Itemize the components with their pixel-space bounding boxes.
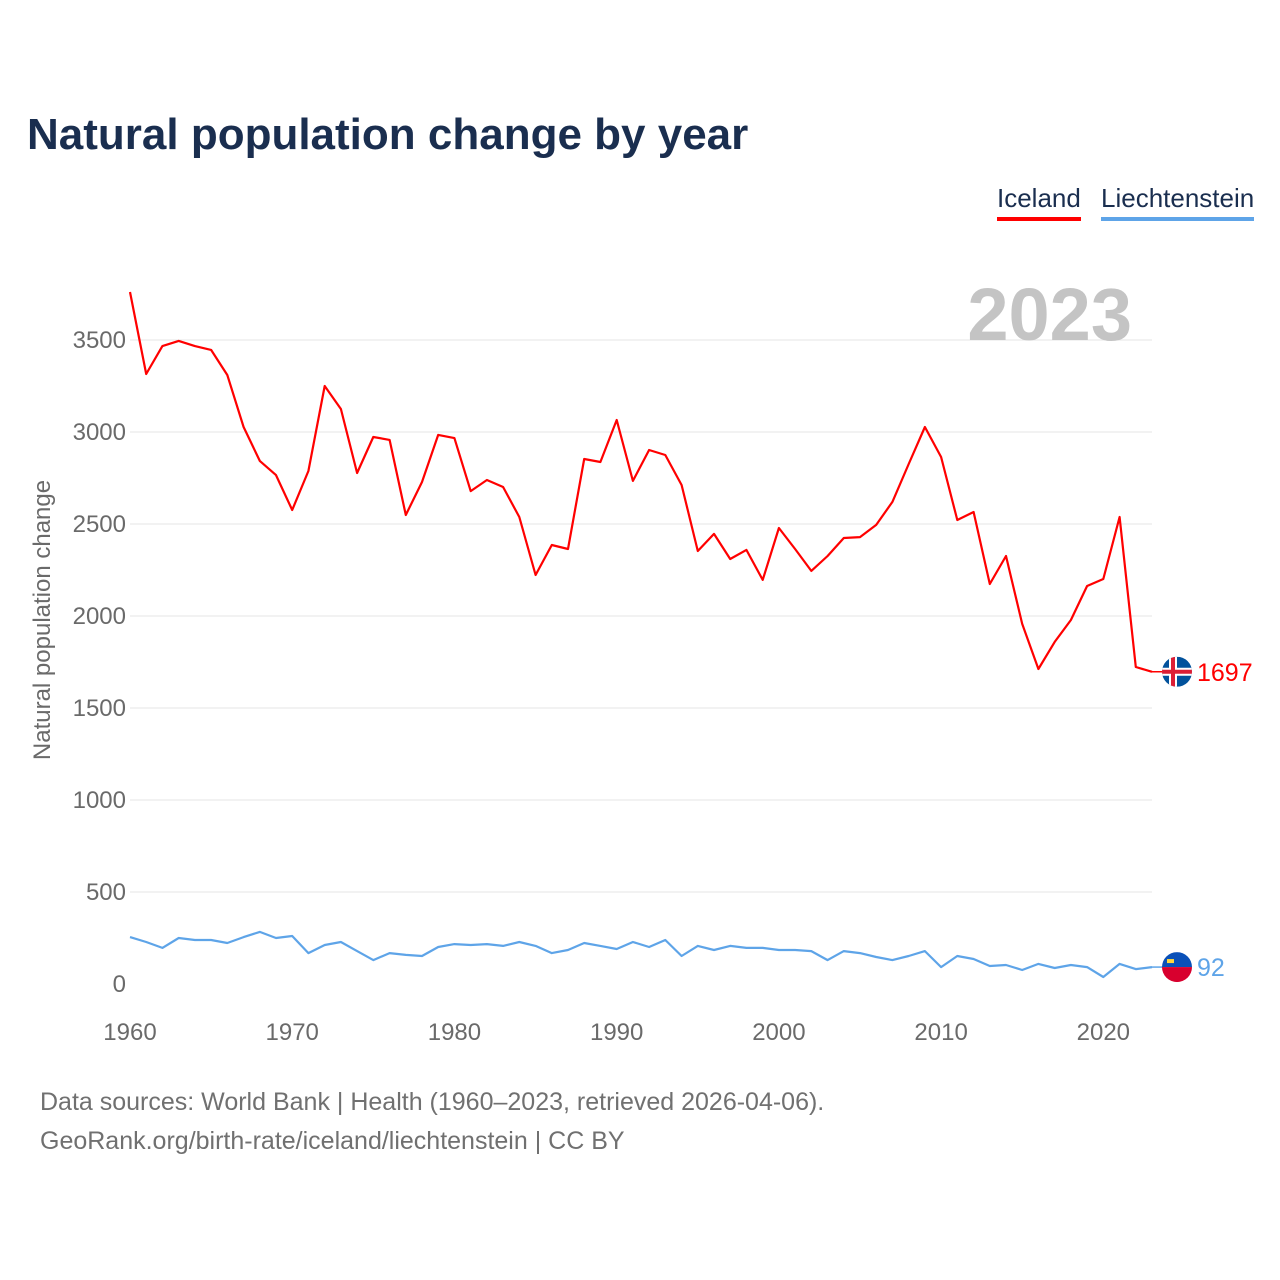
iceland-flag-icon bbox=[1162, 656, 1192, 687]
y-tick-label: 1500 bbox=[73, 695, 126, 722]
liechtenstein-flag-icon bbox=[1162, 952, 1192, 983]
chart-title: Natural population change by year bbox=[27, 110, 749, 159]
y-tick-label: 0 bbox=[113, 971, 126, 998]
y-tick-label: 2500 bbox=[73, 511, 126, 538]
source-line-2[interactable]: GeoRank.org/birth-rate/iceland/liechtens… bbox=[40, 1127, 625, 1155]
x-tick-label: 2000 bbox=[752, 1019, 805, 1046]
x-tick-label: 1960 bbox=[103, 1019, 156, 1046]
y-tick-label: 1000 bbox=[73, 787, 126, 814]
x-tick-label: 1990 bbox=[590, 1019, 643, 1046]
x-tick-label: 1970 bbox=[266, 1019, 319, 1046]
end-value-label: 1697 bbox=[1197, 659, 1253, 687]
y-tick-label: 3000 bbox=[73, 419, 126, 446]
source-line-1: Data sources: World Bank | Health (1960–… bbox=[40, 1088, 825, 1116]
y-tick-label: 500 bbox=[86, 879, 126, 906]
series-line-iceland[interactable] bbox=[128, 291, 1153, 673]
end-value-label: 92 bbox=[1197, 954, 1225, 982]
x-tick-label: 2020 bbox=[1077, 1019, 1130, 1046]
legend-liechtenstein[interactable]: Liechtenstein bbox=[1101, 183, 1255, 221]
y-tick-label: 3500 bbox=[73, 327, 126, 354]
legend-iceland[interactable]: Iceland bbox=[997, 183, 1081, 221]
x-tick-label: 2010 bbox=[914, 1019, 967, 1046]
y-axis-label: Natural population change bbox=[29, 480, 56, 760]
year-label: 2023 bbox=[967, 273, 1132, 356]
y-tick-label: 2000 bbox=[73, 603, 126, 630]
x-tick-label: 1980 bbox=[428, 1019, 481, 1046]
series-line-liechtenstein[interactable] bbox=[129, 930, 1153, 979]
